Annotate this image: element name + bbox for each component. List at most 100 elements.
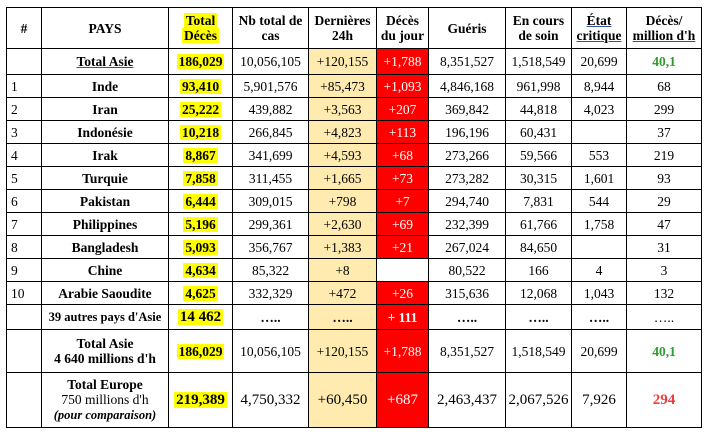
critique: 1,758 (571, 212, 627, 236)
total-deces: 25,222 (168, 97, 233, 121)
gueris: 8,351,527 (428, 329, 506, 373)
cas: ….. (232, 304, 309, 330)
soin: 1,518,549 (505, 329, 572, 373)
h24: +4,593 (308, 143, 377, 167)
gueris: 273,282 (428, 166, 506, 190)
cas: 266,845 (232, 120, 309, 144)
pays: Total Asie 4 640 millions d'h (41, 329, 169, 373)
deces-jour: +687 (376, 372, 429, 428)
soin: 30,315 (505, 166, 572, 190)
deces-jour: +207 (376, 97, 429, 121)
critique: 8,944 (571, 74, 627, 98)
rank: 6 (6, 189, 42, 213)
rank: 2 (6, 97, 42, 121)
cas: 85,322 (232, 258, 309, 282)
header-pays: PAYS (41, 7, 169, 49)
cas: 10,056,105 (232, 329, 309, 373)
critique: ….. (571, 304, 627, 330)
critique: 20,699 (571, 329, 627, 373)
gueris: 369,842 (428, 97, 506, 121)
deces-jour: +1,093 (376, 74, 429, 98)
deces-million: ….. (626, 304, 702, 330)
table-row: 6 Pakistan 6,444 309,015 +798 +7 294,740 7,831 5… (6, 189, 702, 213)
critique (571, 120, 627, 144)
deces-jour: +26 (376, 281, 429, 305)
cas: 332,329 (232, 281, 309, 305)
gueris: 8,351,527 (428, 48, 506, 75)
deces-million: 294 (626, 372, 702, 428)
h24: +60,450 (308, 372, 377, 428)
total-deces: 4,634 (168, 258, 233, 282)
cas: 10,056,105 (232, 48, 309, 75)
deces-jour: +1,788 (376, 48, 429, 75)
table-row: 7 Philippines 5,196 299,361 +2,630 +69 232,399… (6, 212, 702, 236)
total-deces: 7,858 (168, 166, 233, 190)
soin: 61,766 (505, 212, 572, 236)
cas: 309,015 (232, 189, 309, 213)
gueris: 273,266 (428, 143, 506, 167)
cas: 5,901,576 (232, 74, 309, 98)
header-gueris: Guéris (428, 7, 506, 49)
soin: 12,068 (505, 281, 572, 305)
pays: Pakistan (41, 189, 169, 213)
header-num: # (6, 7, 42, 49)
deces-jour: +21 (376, 235, 429, 259)
deces-million: 29 (626, 189, 702, 213)
header-deces-jour: Décès du jour (376, 7, 429, 49)
total-deces: 4,625 (168, 281, 233, 305)
gueris: 196,196 (428, 120, 506, 144)
deces-million: 219 (626, 143, 702, 167)
deces-million: 37 (626, 120, 702, 144)
h24: ….. (308, 304, 377, 330)
pays: Arabie Saoudite (41, 281, 169, 305)
deces-million: 299 (626, 97, 702, 121)
cas: 356,767 (232, 235, 309, 259)
soin: 961,998 (505, 74, 572, 98)
deces-jour: +7 (376, 189, 429, 213)
critique: 1,043 (571, 281, 627, 305)
h24: +8 (308, 258, 377, 282)
table-row: 3 Indonésie 10,218 266,845 +4,823 +113 196,196… (6, 120, 702, 144)
table-row: 4 Irak 8,867 341,699 +4,593 +68 273,266 59,566 5… (6, 143, 702, 167)
h24: +472 (308, 281, 377, 305)
table-row: 8 Bangladesh 5,093 356,767 +1,383 +21 267,024 8… (6, 235, 702, 259)
deces-jour: +73 (376, 166, 429, 190)
soin: ….. (505, 304, 572, 330)
header-cas: Nb total de cas (232, 7, 309, 49)
total-deces: 8,867 (168, 143, 233, 167)
total-deces: 10,218 (168, 120, 233, 144)
header-soin: En cours de soin (505, 7, 572, 49)
h24: +1,383 (308, 235, 377, 259)
deces-jour: +113 (376, 120, 429, 144)
pays: Turquie (41, 166, 169, 190)
pays: Inde (41, 74, 169, 98)
header-critique: État critique (571, 7, 627, 49)
cas: 299,361 (232, 212, 309, 236)
total-deces: 186,029 (168, 48, 233, 75)
h24: +4,823 (308, 120, 377, 144)
deces-million: 93 (626, 166, 702, 190)
soin: 2,067,526 (505, 372, 572, 428)
header-total-deces: Total Décès (168, 7, 233, 49)
table-row: 10 Arabie Saoudite 4,625 332,329 +472 +26 315,… (6, 281, 702, 305)
total-deces: 186,029 (168, 329, 233, 373)
total-asia-row: Total Asie 4 640 millions d'h 186,029 10,… (6, 329, 702, 373)
critique: 7,926 (571, 372, 627, 428)
rank: 10 (6, 281, 42, 305)
rank: 1 (6, 74, 42, 98)
deces-million: 132 (626, 281, 702, 305)
h24: +3,563 (308, 97, 377, 121)
pays: Total Europe 750 millions d'h (pour compar… (41, 372, 169, 428)
soin: 84,650 (505, 235, 572, 259)
total-deces: 219,389 (168, 372, 233, 428)
total-deces: 5,196 (168, 212, 233, 236)
gueris: 294,740 (428, 189, 506, 213)
header-24h: Dernières 24h (308, 7, 377, 49)
total-deces: 6,444 (168, 189, 233, 213)
cas: 4,750,332 (232, 372, 309, 428)
gueris: 232,399 (428, 212, 506, 236)
pays: Irak (41, 143, 169, 167)
h24: +798 (308, 189, 377, 213)
pays: Chine (41, 258, 169, 282)
deces-million: 68 (626, 74, 702, 98)
